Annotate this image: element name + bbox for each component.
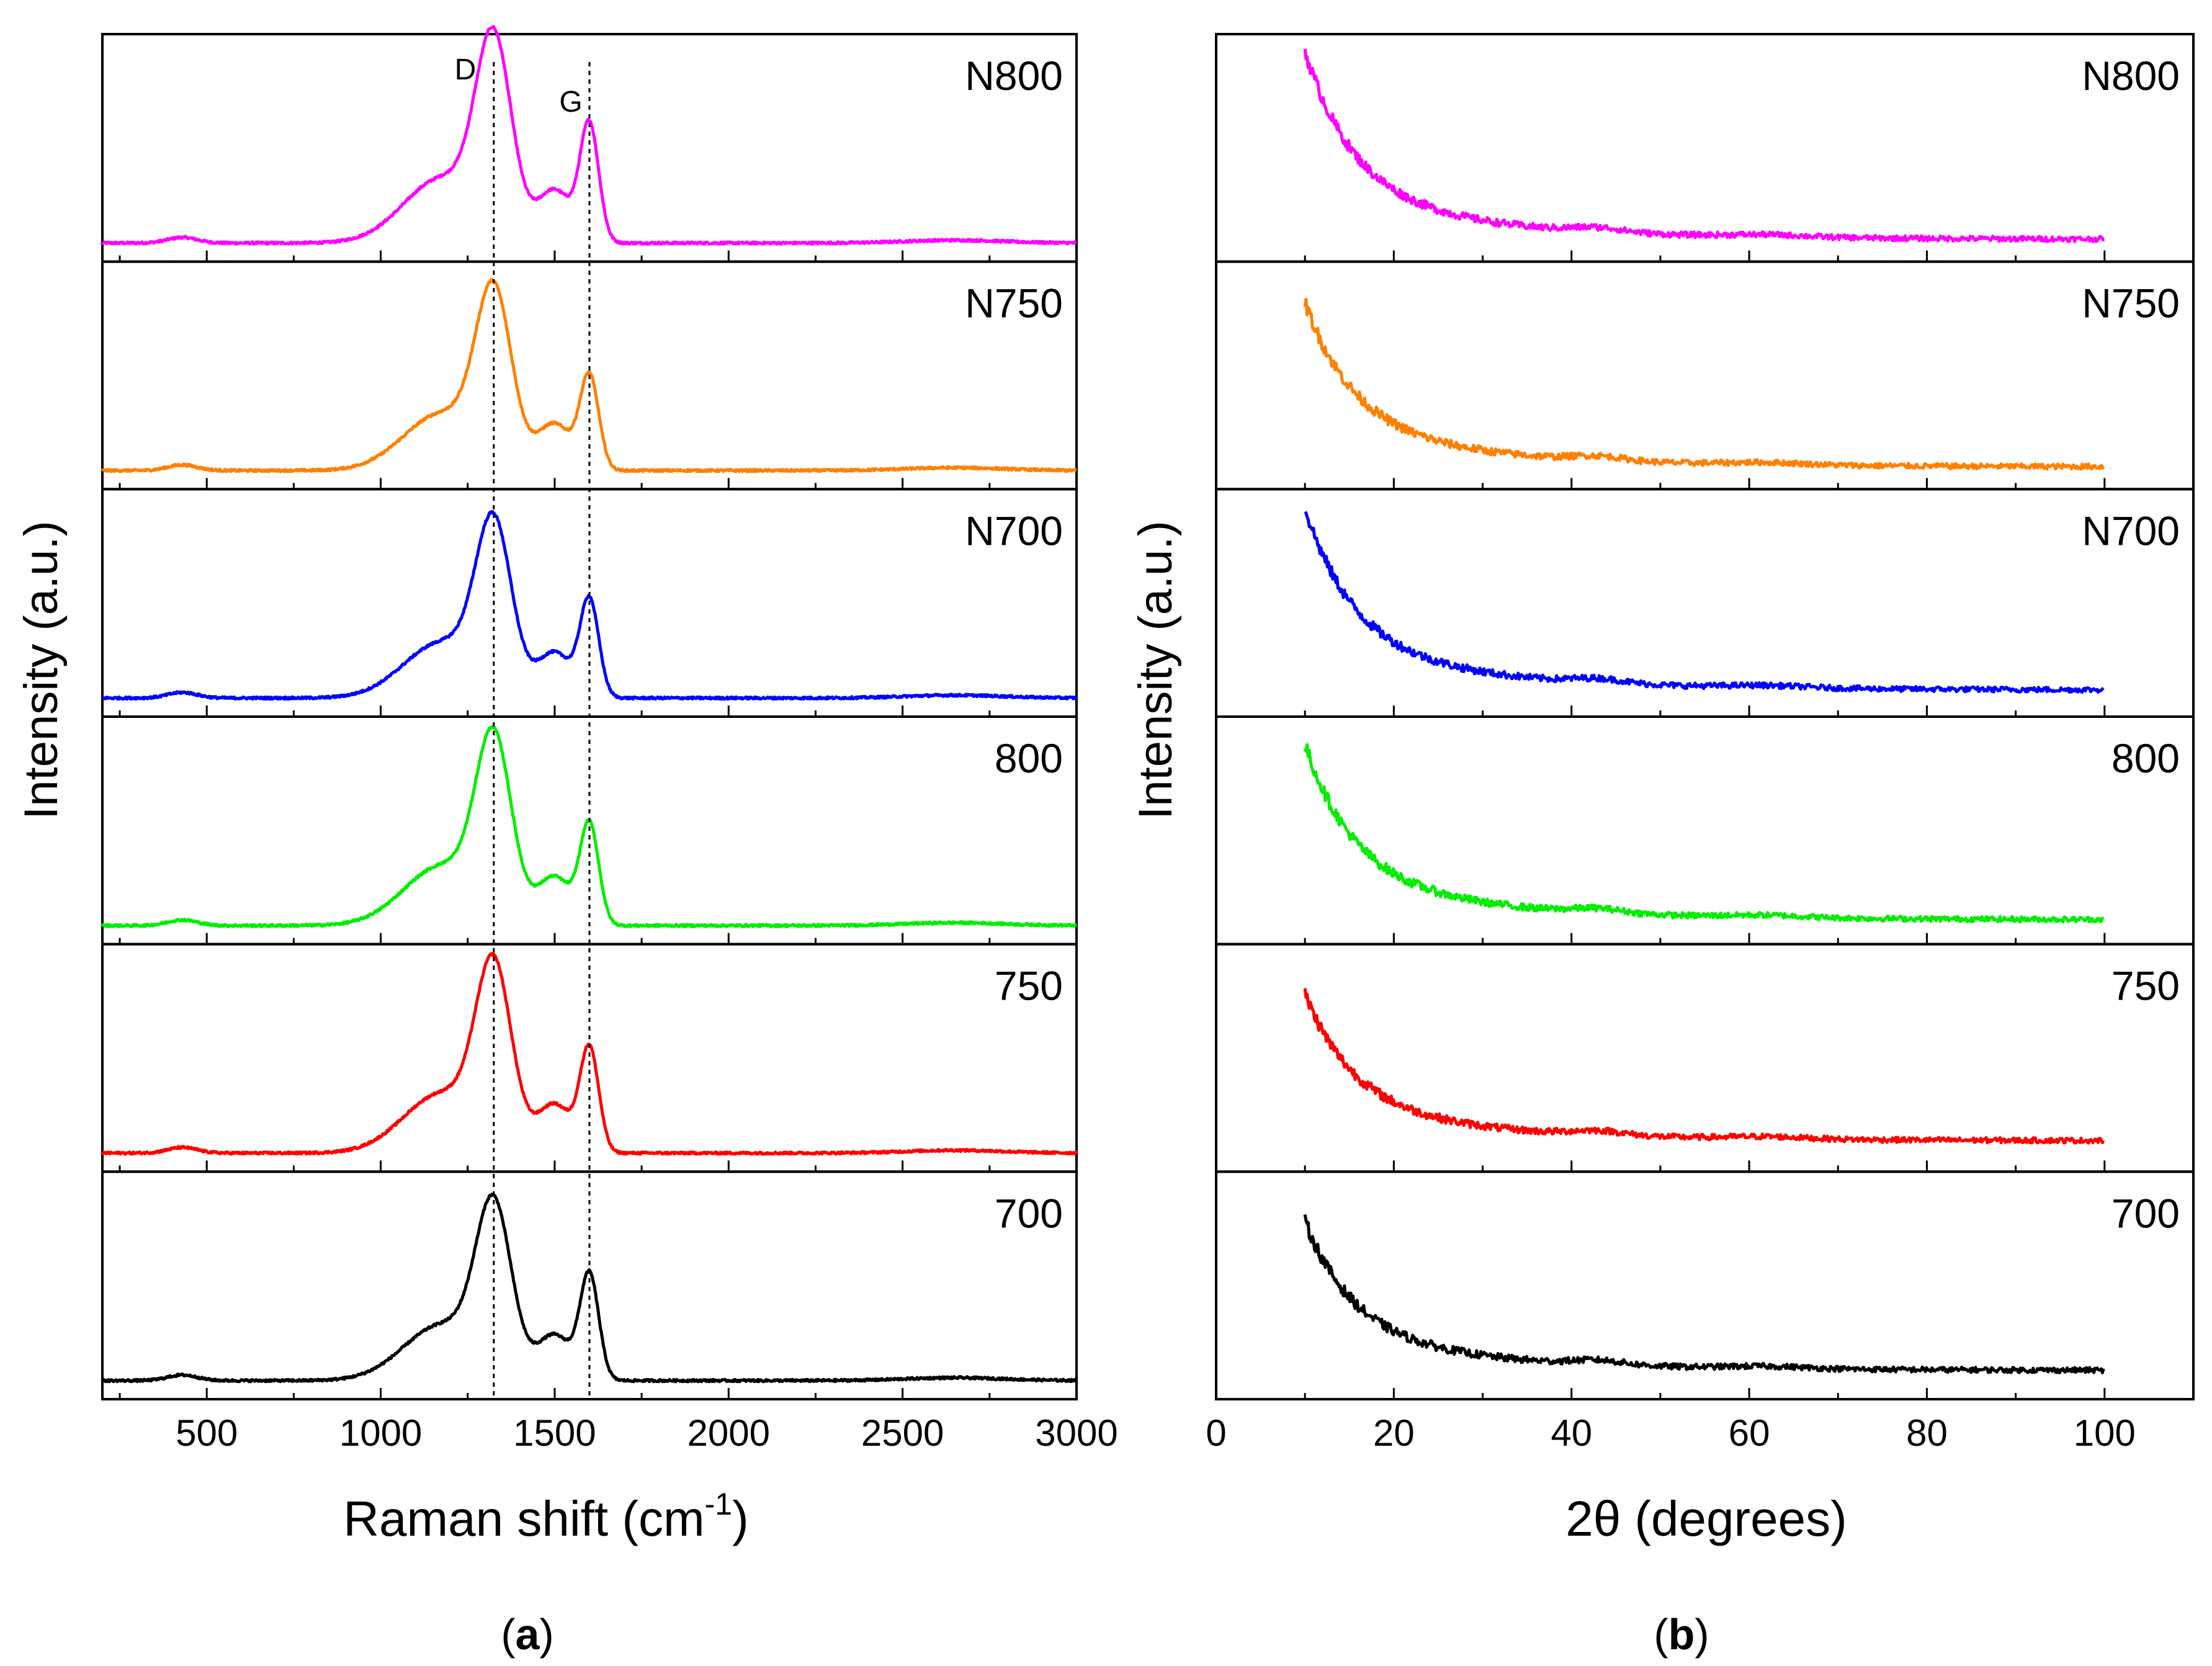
panel-b-caption-letter: b	[1668, 1610, 1695, 1659]
raman-x-tick-label: 1500	[513, 1412, 596, 1454]
raman-spectrum-n750	[101, 277, 1078, 473]
xrd-pattern-n750	[1303, 297, 2105, 471]
raman-series-label-n750: N750	[965, 280, 1063, 326]
xrd-x-tick-label: 60	[1729, 1412, 1770, 1454]
xrd-x-tick-label: 40	[1551, 1412, 1592, 1454]
panel-b-caption-open: (	[1654, 1610, 1668, 1659]
raman-x-tick-label: 1000	[339, 1412, 422, 1454]
xrd-series-label-n700: N700	[2082, 508, 2180, 553]
xrd-subplot-frame-n750	[1215, 260, 2195, 491]
raman-x-tick-label: 2000	[687, 1412, 770, 1454]
panel-b-caption-close: )	[1695, 1610, 1709, 1659]
raman-spectrum-n800	[101, 25, 1078, 246]
peak-label-d: D	[455, 53, 477, 86]
raman-x-tick-label: 3000	[1035, 1412, 1117, 1454]
raman-x-tick-label: 500	[176, 1412, 238, 1454]
xrd-patterns	[1303, 48, 2105, 1374]
raman-spectrum-n700	[101, 510, 1078, 701]
xrd-subplot-frame-n700	[1215, 488, 2195, 718]
xrd-pattern-800	[1303, 743, 2104, 924]
xrd-x-axis-label: 2θ (degrees)	[1565, 1491, 1847, 1546]
raman-x-ticks: 500 1000 1500 2000 2500 3000	[176, 1412, 1118, 1454]
raman-x-axis-label-sup: -1	[705, 1487, 732, 1521]
raman-series-label-n700: N700	[965, 508, 1063, 553]
raman-x-axis-label-main: Raman shift (cm	[343, 1491, 704, 1546]
xrd-subplot-frame-800	[1215, 715, 2195, 946]
raman-series-label-800: 800	[995, 735, 1063, 781]
xrd-subplot-frame-700	[1215, 1170, 2195, 1401]
raman-series-label-700: 700	[995, 1190, 1063, 1236]
xrd-series-labels: N800 N750 N700 800 750 700	[2082, 53, 2180, 1236]
xrd-y-axis-label: Intensity (a.u.)	[1129, 521, 1182, 820]
xrd-series-label-700: 700	[2111, 1190, 2180, 1236]
xrd-x-ticks: 0 20 40 60 80 100	[1206, 1412, 2136, 1454]
raman-x-axis-label: Raman shift (cm-1)	[343, 1487, 748, 1546]
xrd-x-tick-label: 100	[2074, 1412, 2136, 1454]
panel-a-caption-close: )	[539, 1610, 553, 1659]
xrd-pattern-750	[1303, 988, 2105, 1145]
panel-b-caption: (b)	[1654, 1610, 1709, 1659]
panel-a-caption: (a)	[501, 1610, 554, 1659]
xrd-subplot-frame-n800	[1215, 33, 2195, 263]
xrd-subplots	[1215, 33, 2195, 1401]
raman-y-axis-label: Intensity (a.u.)	[15, 521, 68, 820]
raman-subplot-frame-700	[101, 1170, 1078, 1401]
panel-a-caption-letter: a	[516, 1610, 540, 1659]
xrd-x-tick-label: 80	[1906, 1412, 1948, 1454]
xrd-series-label-n750: N750	[2082, 280, 2180, 326]
raman-reference-lines	[493, 62, 591, 1399]
raman-series-label-750: 750	[995, 963, 1063, 1009]
peak-label-g: G	[559, 86, 582, 119]
xrd-x-tick-label: 20	[1373, 1412, 1415, 1454]
raman-series-labels: N800 N750 N700 800 750 700	[965, 53, 1063, 1236]
xrd-pattern-n700	[1304, 511, 2105, 694]
xrd-pattern-700	[1303, 1214, 2105, 1374]
xrd-series-label-750: 750	[2111, 963, 2180, 1009]
xrd-pattern-n800	[1303, 48, 2105, 243]
panel-b-xrd: N800 N750 N700 800 750 700 0 20 40 60 80 100 Inten…	[1129, 33, 2195, 1659]
xrd-x-tick-label: 0	[1206, 1412, 1226, 1454]
xrd-series-label-n800: N800	[2082, 53, 2180, 99]
panel-a-raman: N800 N750 N700 800 750 700 500 1000 1500 2000 250…	[15, 25, 1118, 1659]
raman-x-tick-label: 2500	[861, 1412, 944, 1454]
raman-series-label-n800: N800	[965, 53, 1063, 99]
raman-x-axis-label-close: )	[732, 1491, 749, 1546]
xrd-series-label-800: 800	[2111, 735, 2180, 781]
panel-a-caption-open: (	[501, 1610, 515, 1659]
